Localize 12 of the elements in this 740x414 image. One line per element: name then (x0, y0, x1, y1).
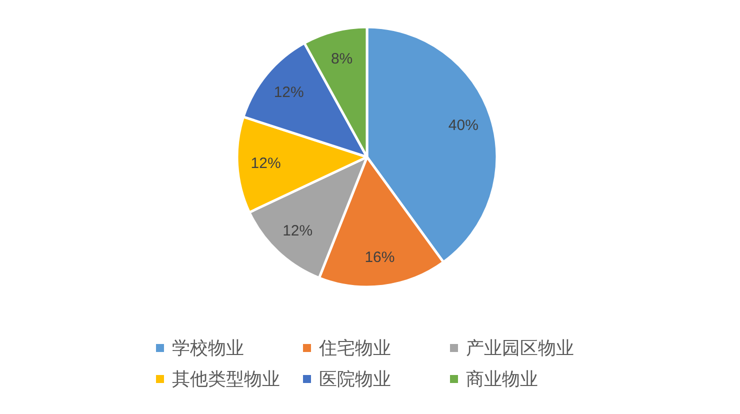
data-label: 12% (282, 222, 313, 240)
legend-label: 学校物业 (172, 338, 244, 358)
data-label: 8% (330, 50, 353, 68)
data-label: 12% (250, 154, 281, 172)
data-label: 40% (448, 117, 478, 134)
data-label: 16% (364, 249, 395, 266)
legend-label: 其他类型物业 (172, 369, 280, 389)
data-label: 12% (274, 84, 304, 101)
legend-label: 医院物业 (319, 369, 391, 389)
legend-label: 产业园区物业 (466, 338, 574, 358)
legend-label: 住宅物业 (318, 338, 391, 358)
legend-label: 商业物业 (466, 369, 538, 389)
